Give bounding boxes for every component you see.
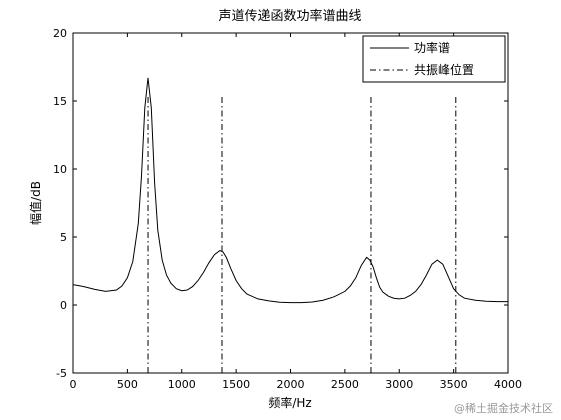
legend-label-power-spectrum: 功率谱 <box>414 40 450 55</box>
x-tick-label: 3500 <box>440 378 468 391</box>
x-tick-label: 2500 <box>331 378 359 391</box>
x-tick-label: 500 <box>117 378 138 391</box>
y-tick-label: 20 <box>53 27 67 40</box>
y-tick-label: 15 <box>53 95 67 108</box>
chart-title: 声道传递函数功率谱曲线 <box>218 8 361 24</box>
y-ticks: -5 0 5 10 15 20 <box>53 27 508 380</box>
y-tick-label: 5 <box>60 231 67 244</box>
legend-box <box>362 35 506 83</box>
curves <box>72 77 508 373</box>
x-tick-label: 1000 <box>168 378 196 391</box>
x-axis-title: 频率/Hz <box>268 395 311 410</box>
x-ticks: 0 500 1000 1500 2000 2500 3000 3500 4000 <box>70 33 522 391</box>
x-tick-label: 4000 <box>494 378 522 391</box>
plot-frame <box>72 32 509 374</box>
x-tick-label: 3000 <box>385 378 413 391</box>
y-tick-label: 0 <box>60 299 67 312</box>
legend: 功率谱 共振峰位置 <box>362 35 506 83</box>
legend-label-formant-position: 共振峰位置 <box>414 62 474 77</box>
x-tick-label: 1500 <box>222 378 250 391</box>
x-tick-label: 0 <box>70 378 77 391</box>
watermark: @稀土掘金技术社区 <box>454 402 553 415</box>
y-tick-label: 10 <box>53 163 67 176</box>
y-axis-title: 幅值/dB <box>28 181 43 225</box>
x-tick-label: 2000 <box>277 378 305 391</box>
y-tick-label: -5 <box>56 367 67 380</box>
power-spectrum-line <box>72 77 508 304</box>
